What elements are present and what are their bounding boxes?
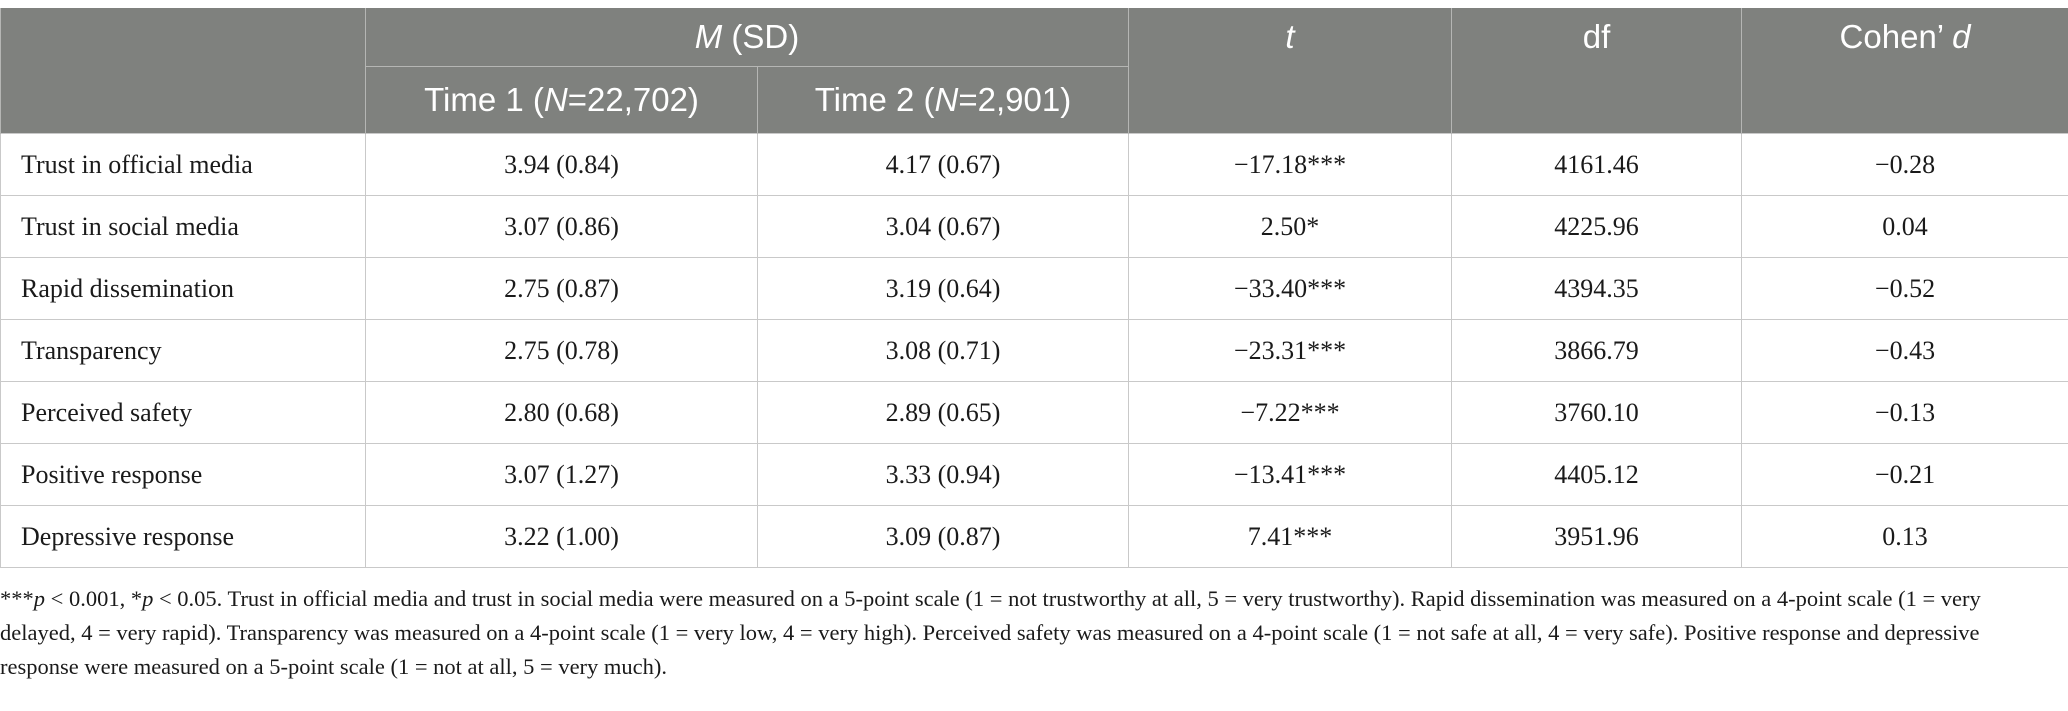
row-label: Transparency [0,319,366,382]
table-row: Positive response 3.07 (1.27) 3.33 (0.94… [0,443,2068,506]
header-cohen-d: Cohen’ d [1741,8,2068,134]
cell-time2: 3.09 (0.87) [757,505,1129,568]
header-time2: Time 2 (N=2,901) [757,66,1129,134]
table-body: Trust in official media 3.94 (0.84) 4.17… [0,133,2068,568]
row-label: Perceived safety [0,381,366,444]
row-label: Depressive response [0,505,366,568]
cell-time1: 2.80 (0.68) [365,381,758,444]
table-row: Perceived safety 2.80 (0.68) 2.89 (0.65)… [0,381,2068,444]
results-table: M (SD) t df Cohen’ d Time 1 (N=22,702) T… [0,8,2068,568]
header-time1: Time 1 (N=22,702) [365,66,758,134]
cell-time1: 2.75 (0.78) [365,319,758,382]
cell-time1: 3.22 (1.00) [365,505,758,568]
cell-time1: 3.07 (1.27) [365,443,758,506]
cell-t: −17.18*** [1128,133,1452,196]
table-row: Rapid dissemination 2.75 (0.87) 3.19 (0.… [0,257,2068,320]
cell-time2: 3.19 (0.64) [757,257,1129,320]
cell-t: −7.22*** [1128,381,1452,444]
cell-t: −23.31*** [1128,319,1452,382]
header-blank-cell [0,8,366,134]
table-row: Trust in official media 3.94 (0.84) 4.17… [0,133,2068,196]
cell-time2: 4.17 (0.67) [757,133,1129,196]
cell-cohen-d: −0.43 [1741,319,2068,382]
results-table-container: M (SD) t df Cohen’ d Time 1 (N=22,702) T… [0,8,2068,568]
cell-time1: 3.07 (0.86) [365,195,758,258]
row-label: Positive response [0,443,366,506]
cell-df: 4394.35 [1451,257,1742,320]
cell-time1: 3.94 (0.84) [365,133,758,196]
cell-t: −33.40*** [1128,257,1452,320]
cell-df: 3866.79 [1451,319,1742,382]
row-label: Rapid dissemination [0,257,366,320]
cell-cohen-d: 0.04 [1741,195,2068,258]
cell-t: 7.41*** [1128,505,1452,568]
cell-df: 3760.10 [1451,381,1742,444]
header-df: df [1451,8,1742,134]
cell-df: 4405.12 [1451,443,1742,506]
cell-cohen-d: −0.21 [1741,443,2068,506]
cell-time1: 2.75 (0.87) [365,257,758,320]
cell-time2: 3.33 (0.94) [757,443,1129,506]
cell-t: 2.50* [1128,195,1452,258]
row-label: Trust in social media [0,195,366,258]
table-row: Depressive response 3.22 (1.00) 3.09 (0.… [0,505,2068,568]
cell-df: 4225.96 [1451,195,1742,258]
cell-cohen-d: −0.28 [1741,133,2068,196]
cell-df: 4161.46 [1451,133,1742,196]
table-header: M (SD) t df Cohen’ d Time 1 (N=22,702) T… [0,8,2068,134]
row-label: Trust in official media [0,133,366,196]
cell-cohen-d: −0.52 [1741,257,2068,320]
cell-cohen-d: 0.13 [1741,505,2068,568]
cell-df: 3951.96 [1451,505,1742,568]
table-row: Trust in social media 3.07 (0.86) 3.04 (… [0,195,2068,258]
cell-time2: 3.08 (0.71) [757,319,1129,382]
table-footnote: ***p < 0.001, *p < 0.05. Trust in offici… [0,586,1981,679]
header-t: t [1128,8,1452,134]
header-msd: M (SD) [365,8,1129,67]
cell-time2: 3.04 (0.67) [757,195,1129,258]
cell-t: −13.41*** [1128,443,1452,506]
cell-cohen-d: −0.13 [1741,381,2068,444]
table-row: Transparency 2.75 (0.78) 3.08 (0.71) −23… [0,319,2068,382]
cell-time2: 2.89 (0.65) [757,381,1129,444]
